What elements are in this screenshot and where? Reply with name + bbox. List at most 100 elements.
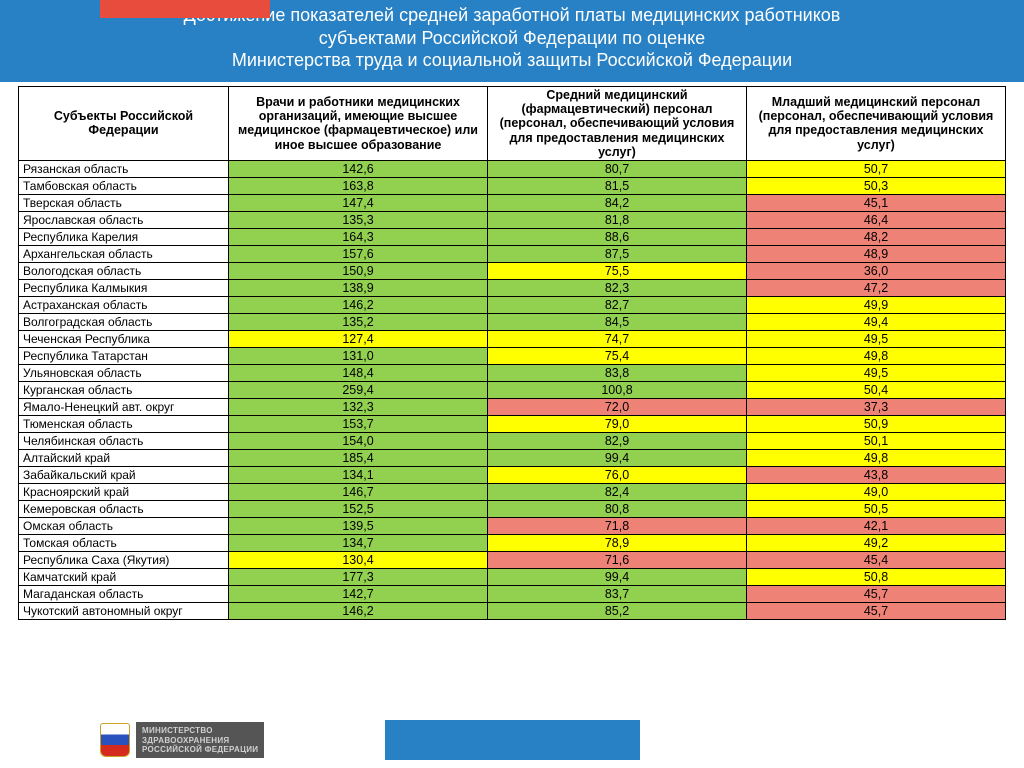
value-cell: 259,4 — [229, 382, 488, 399]
value-cell: 82,9 — [488, 433, 747, 450]
value-cell: 49,4 — [747, 314, 1006, 331]
value-cell: 79,0 — [488, 416, 747, 433]
value-cell: 134,7 — [229, 535, 488, 552]
value-cell: 75,4 — [488, 348, 747, 365]
value-cell: 72,0 — [488, 399, 747, 416]
value-cell: 131,0 — [229, 348, 488, 365]
value-cell: 43,8 — [747, 467, 1006, 484]
value-cell: 150,9 — [229, 263, 488, 280]
value-cell: 49,8 — [747, 450, 1006, 467]
region-cell: Омская область — [19, 518, 229, 535]
region-cell: Вологодская область — [19, 263, 229, 280]
value-cell: 76,0 — [488, 467, 747, 484]
table-row: Забайкальский край134,176,043,8 — [19, 467, 1006, 484]
region-cell: Республика Калмыкия — [19, 280, 229, 297]
value-cell: 82,4 — [488, 484, 747, 501]
value-cell: 49,2 — [747, 535, 1006, 552]
footer: МИНИСТЕРСТВО ЗДРАВООХРАНЕНИЯ РОССИЙСКОЙ … — [0, 718, 1024, 760]
value-cell: 152,5 — [229, 501, 488, 518]
value-cell: 47,2 — [747, 280, 1006, 297]
value-cell: 49,5 — [747, 365, 1006, 382]
region-cell: Чукотский автономный округ — [19, 603, 229, 620]
region-cell: Курганская область — [19, 382, 229, 399]
value-cell: 81,5 — [488, 178, 747, 195]
table-row: Ульяновская область148,483,849,5 — [19, 365, 1006, 382]
value-cell: 146,2 — [229, 603, 488, 620]
region-cell: Астраханская область — [19, 297, 229, 314]
table-row: Чеченская Республика127,474,749,5 — [19, 331, 1006, 348]
value-cell: 46,4 — [747, 212, 1006, 229]
table-row: Вологодская область150,975,536,0 — [19, 263, 1006, 280]
table-row: Томская область134,778,949,2 — [19, 535, 1006, 552]
value-cell: 177,3 — [229, 569, 488, 586]
value-cell: 88,6 — [488, 229, 747, 246]
col-middle: Средний медицинский (фармацевтический) п… — [488, 86, 747, 161]
value-cell: 36,0 — [747, 263, 1006, 280]
col-junior: Младший медицинский персонал (персонал, … — [747, 86, 1006, 161]
region-cell: Камчатский край — [19, 569, 229, 586]
value-cell: 83,8 — [488, 365, 747, 382]
value-cell: 82,3 — [488, 280, 747, 297]
table-row: Рязанская область142,680,750,7 — [19, 161, 1006, 178]
value-cell: 142,7 — [229, 586, 488, 603]
value-cell: 45,7 — [747, 603, 1006, 620]
title-line-2: субъектами Российской Федерации по оценк… — [319, 28, 705, 48]
value-cell: 132,3 — [229, 399, 488, 416]
ministry-logo: МИНИСТЕРСТВО ЗДРАВООХРАНЕНИЯ РОССИЙСКОЙ … — [100, 722, 264, 758]
value-cell: 80,7 — [488, 161, 747, 178]
value-cell: 81,8 — [488, 212, 747, 229]
table-row: Камчатский край177,399,450,8 — [19, 569, 1006, 586]
footer-blue-block — [385, 720, 640, 760]
table-row: Курганская область259,4100,850,4 — [19, 382, 1006, 399]
region-cell: Ямало-Ненецкий авт. округ — [19, 399, 229, 416]
value-cell: 99,4 — [488, 450, 747, 467]
value-cell: 48,2 — [747, 229, 1006, 246]
value-cell: 37,3 — [747, 399, 1006, 416]
region-cell: Тверская область — [19, 195, 229, 212]
value-cell: 163,8 — [229, 178, 488, 195]
table-row: Красноярский край146,782,449,0 — [19, 484, 1006, 501]
region-cell: Ульяновская область — [19, 365, 229, 382]
region-cell: Республика Саха (Якутия) — [19, 552, 229, 569]
region-cell: Томская область — [19, 535, 229, 552]
value-cell: 135,2 — [229, 314, 488, 331]
value-cell: 154,0 — [229, 433, 488, 450]
table-row: Республика Карелия164,388,648,2 — [19, 229, 1006, 246]
value-cell: 82,7 — [488, 297, 747, 314]
value-cell: 84,5 — [488, 314, 747, 331]
table-row: Челябинская область154,082,950,1 — [19, 433, 1006, 450]
ministry-logo-text: МИНИСТЕРСТВО ЗДРАВООХРАНЕНИЯ РОССИЙСКОЙ … — [136, 722, 264, 758]
value-cell: 50,9 — [747, 416, 1006, 433]
value-cell: 71,6 — [488, 552, 747, 569]
value-cell: 45,4 — [747, 552, 1006, 569]
value-cell: 99,4 — [488, 569, 747, 586]
region-cell: Тамбовская область — [19, 178, 229, 195]
value-cell: 153,7 — [229, 416, 488, 433]
region-cell: Магаданская область — [19, 586, 229, 603]
region-cell: Забайкальский край — [19, 467, 229, 484]
title-line-1: Достижение показателей средней заработно… — [184, 5, 841, 25]
accent-bar — [100, 0, 270, 18]
table-row: Республика Саха (Якутия)130,471,645,4 — [19, 552, 1006, 569]
value-cell: 87,5 — [488, 246, 747, 263]
value-cell: 85,2 — [488, 603, 747, 620]
value-cell: 146,7 — [229, 484, 488, 501]
region-cell: Тюменская область — [19, 416, 229, 433]
value-cell: 48,9 — [747, 246, 1006, 263]
value-cell: 50,5 — [747, 501, 1006, 518]
value-cell: 45,7 — [747, 586, 1006, 603]
table-row: Республика Калмыкия138,982,347,2 — [19, 280, 1006, 297]
region-cell: Кемеровская область — [19, 501, 229, 518]
value-cell: 138,9 — [229, 280, 488, 297]
table-row: Кемеровская область152,580,850,5 — [19, 501, 1006, 518]
value-cell: 146,2 — [229, 297, 488, 314]
region-cell: Алтайский край — [19, 450, 229, 467]
value-cell: 49,9 — [747, 297, 1006, 314]
value-cell: 84,2 — [488, 195, 747, 212]
value-cell: 100,8 — [488, 382, 747, 399]
value-cell: 74,7 — [488, 331, 747, 348]
value-cell: 49,8 — [747, 348, 1006, 365]
table-row: Магаданская область142,783,745,7 — [19, 586, 1006, 603]
value-cell: 135,3 — [229, 212, 488, 229]
value-cell: 78,9 — [488, 535, 747, 552]
